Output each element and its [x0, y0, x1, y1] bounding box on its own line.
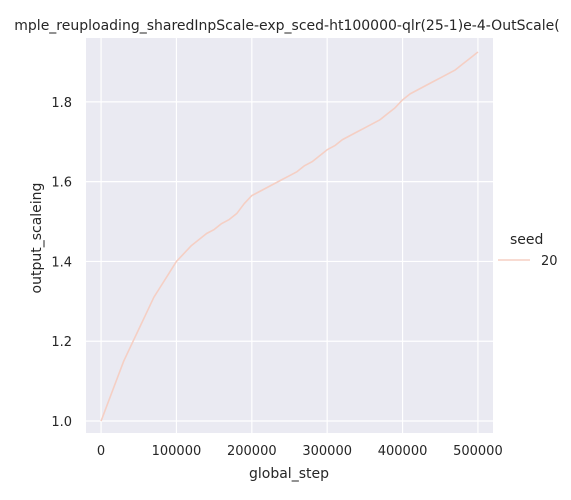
x-tick-label: 500000 — [453, 444, 503, 459]
chart-title: mple_reuploading_sharedInpScale-exp_sced… — [14, 18, 559, 34]
x-tick-label: 200000 — [227, 444, 277, 459]
x-tick-label: 0 — [97, 444, 105, 459]
x-tick-label: 100000 — [152, 444, 202, 459]
legend-title: seed — [510, 232, 543, 248]
y-tick-labels: 1.0 1.2 1.4 1.6 1.8 — [51, 96, 72, 430]
y-tick-label: 1.2 — [51, 335, 72, 350]
x-tick-label: 300000 — [302, 444, 352, 459]
y-tick-label: 1.8 — [51, 96, 72, 111]
y-tick-label: 1.6 — [51, 176, 72, 191]
y-tick-label: 1.0 — [51, 415, 72, 430]
legend-label: 20 — [541, 254, 558, 269]
x-tick-label: 400000 — [378, 444, 428, 459]
legend: seed 20 — [498, 232, 558, 269]
y-tick-label: 1.4 — [51, 255, 72, 270]
legend-items: 20 — [498, 254, 558, 269]
x-tick-labels: 0 100000 200000 300000 400000 500000 — [97, 444, 503, 459]
y-axis-title: output_scaleing — [29, 183, 45, 294]
x-axis-title: global_step — [249, 466, 329, 482]
plot-area — [86, 38, 493, 433]
